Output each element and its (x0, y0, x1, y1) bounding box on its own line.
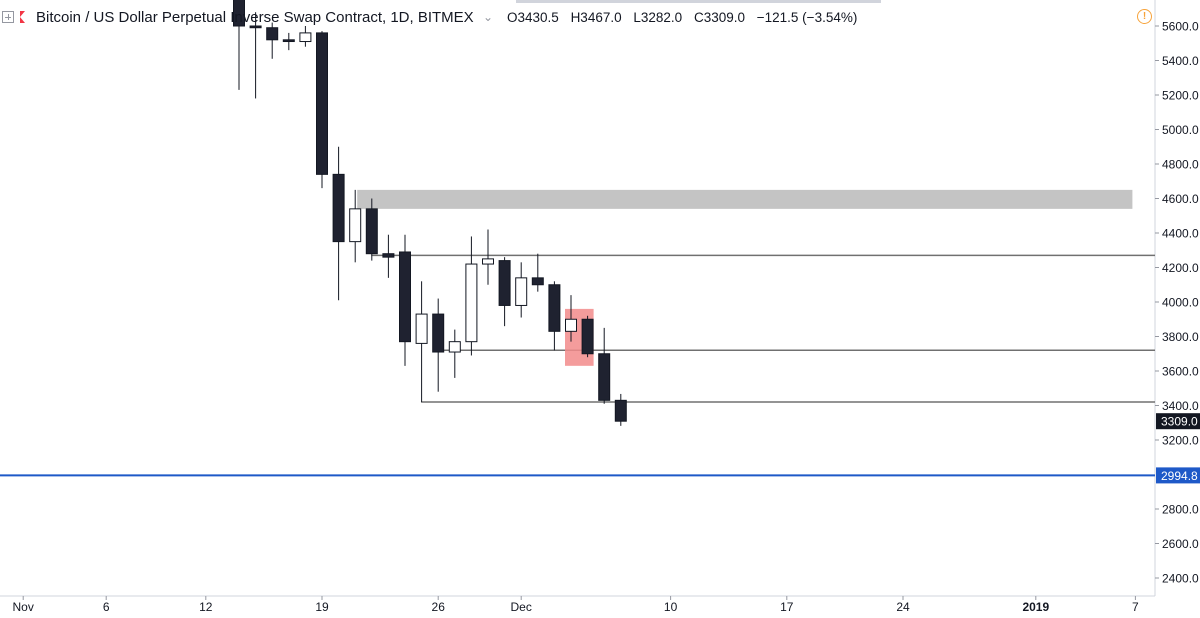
bear-candle[interactable] (548, 284, 561, 332)
price-tick-label: 3400.0 (1162, 399, 1199, 413)
price-tick-label: 5200.0 (1162, 89, 1199, 103)
bear-candle[interactable] (266, 27, 279, 41)
bear-candle[interactable] (233, 0, 245, 27)
bear-candle[interactable] (399, 251, 411, 343)
price-tick-label: 2800.0 (1162, 503, 1199, 517)
time-tick-label: 12 (199, 600, 213, 614)
bear-candle[interactable] (316, 32, 328, 175)
price-tick-label: 3200.0 (1162, 434, 1199, 448)
plus-icon[interactable] (2, 11, 14, 23)
price-tick-label: 2600.0 (1162, 537, 1199, 551)
change-value: −121.5 (−3.54%) (756, 10, 858, 25)
bear-candle[interactable] (332, 173, 345, 243)
flag-icon[interactable] (20, 11, 25, 23)
open-value: O3430.5 (507, 10, 559, 25)
price-tick-label: 4200.0 (1162, 261, 1199, 275)
time-tick-label: Dec (511, 600, 532, 614)
bull-candle[interactable] (349, 208, 362, 243)
bull-candle[interactable] (448, 341, 461, 353)
time-tick-label: 2019 (1022, 600, 1049, 614)
price-tick-label: 4800.0 (1162, 158, 1199, 172)
symbol-title[interactable]: Bitcoin / US Dollar Perpetual Inverse Sw… (36, 9, 474, 26)
time-tick-label: 10 (664, 600, 678, 614)
bear-candle[interactable] (282, 39, 295, 43)
price-label: 2994.8 (1161, 469, 1198, 483)
bear-candle[interactable] (614, 399, 627, 422)
price-tick-label: 3800.0 (1162, 330, 1199, 344)
bull-candle[interactable] (565, 318, 577, 332)
candles (233, 0, 627, 426)
bear-candle[interactable] (365, 208, 378, 255)
price-label: 3309.0 (1161, 415, 1198, 429)
bear-candle[interactable] (249, 25, 262, 29)
time-tick-label: 19 (315, 600, 329, 614)
low-value: L3282.0 (633, 10, 683, 25)
time-tick-label: 24 (896, 600, 910, 614)
bull-candle[interactable] (415, 313, 428, 344)
warning-icon[interactable]: ! (1137, 9, 1152, 24)
price-tick-label: 5600.0 (1162, 20, 1199, 34)
price-tick-label: 3600.0 (1162, 365, 1199, 379)
bull-candle[interactable] (465, 263, 478, 343)
bear-candle[interactable] (432, 313, 445, 353)
time-tick-label: 26 (432, 600, 446, 614)
time-tick-label: Nov (13, 600, 34, 614)
bear-candle[interactable] (581, 318, 594, 355)
price-tick-label: 4600.0 (1162, 192, 1199, 206)
time-tick-label: 17 (780, 600, 794, 614)
price-tick-label: 5000.0 (1162, 123, 1199, 137)
bear-candle[interactable] (598, 353, 611, 401)
bull-candle[interactable] (515, 277, 528, 306)
price-label-box (1156, 413, 1200, 430)
close-value: C3309.0 (693, 10, 745, 25)
price-tick-label: 2400.0 (1162, 572, 1199, 586)
bull-candle[interactable] (482, 258, 494, 265)
bull-candle[interactable] (299, 32, 312, 43)
ohlc-readout: O3430.5 H3467.0 L3282.0 C3309.0 −121.5 (… (507, 10, 865, 25)
high-value: H3467.0 (570, 10, 622, 25)
bear-candle[interactable] (382, 253, 395, 258)
price-tick-label: 4000.0 (1162, 296, 1199, 310)
top-toolbar-edge (516, 0, 881, 3)
price-tick-label: 4400.0 (1162, 227, 1199, 241)
bear-candle[interactable] (531, 277, 544, 286)
bear-candle[interactable] (498, 260, 511, 306)
price-tick-label: 5400.0 (1162, 54, 1199, 68)
resistance-zone (357, 189, 1133, 209)
chevron-down-icon[interactable]: ⌄ (483, 10, 494, 24)
time-tick-label: 6 (103, 600, 110, 614)
time-tick-label: 7 (1132, 600, 1139, 614)
price-label-box (1156, 467, 1200, 484)
